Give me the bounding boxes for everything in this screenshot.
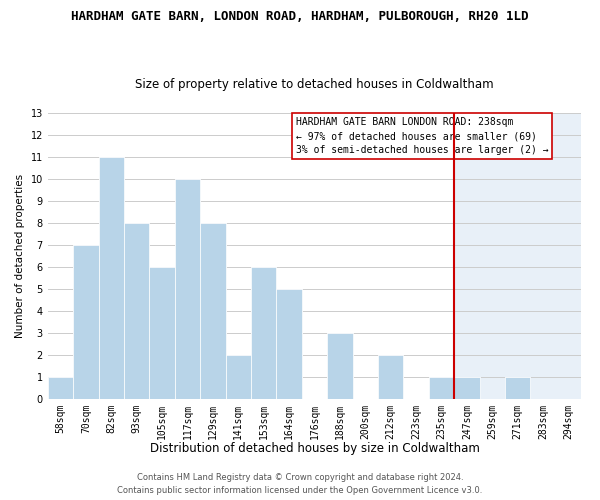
Bar — [175, 179, 200, 399]
Bar — [378, 355, 403, 399]
Bar — [277, 289, 302, 399]
Bar — [454, 377, 479, 399]
Bar — [454, 113, 581, 399]
Text: HARDHAM GATE BARN, LONDON ROAD, HARDHAM, PULBOROUGH, RH20 1LD: HARDHAM GATE BARN, LONDON ROAD, HARDHAM,… — [71, 10, 529, 23]
Bar — [327, 333, 353, 399]
Bar — [505, 377, 530, 399]
Bar — [200, 223, 226, 399]
Bar — [98, 157, 124, 399]
Bar — [429, 377, 454, 399]
Bar — [378, 355, 403, 399]
X-axis label: Distribution of detached houses by size in Coldwaltham: Distribution of detached houses by size … — [149, 442, 479, 455]
Bar — [98, 157, 124, 399]
Bar — [226, 355, 251, 399]
Bar — [454, 377, 479, 399]
Bar — [48, 377, 73, 399]
Y-axis label: Number of detached properties: Number of detached properties — [15, 174, 25, 338]
Bar — [149, 267, 175, 399]
Bar — [505, 377, 530, 399]
Bar — [124, 223, 149, 399]
Bar — [149, 267, 175, 399]
Bar — [429, 377, 454, 399]
Bar — [251, 267, 277, 399]
Bar — [277, 289, 302, 399]
Bar — [200, 223, 226, 399]
Bar — [251, 267, 277, 399]
Bar — [73, 245, 98, 399]
Text: HARDHAM GATE BARN LONDON ROAD: 238sqm
← 97% of detached houses are smaller (69)
: HARDHAM GATE BARN LONDON ROAD: 238sqm ← … — [296, 118, 548, 156]
Bar — [73, 245, 98, 399]
Bar — [124, 223, 149, 399]
Text: Contains HM Land Registry data © Crown copyright and database right 2024.
Contai: Contains HM Land Registry data © Crown c… — [118, 474, 482, 495]
Bar — [327, 333, 353, 399]
Bar — [226, 355, 251, 399]
Bar — [175, 179, 200, 399]
Bar — [48, 377, 73, 399]
Title: Size of property relative to detached houses in Coldwaltham: Size of property relative to detached ho… — [135, 78, 494, 91]
